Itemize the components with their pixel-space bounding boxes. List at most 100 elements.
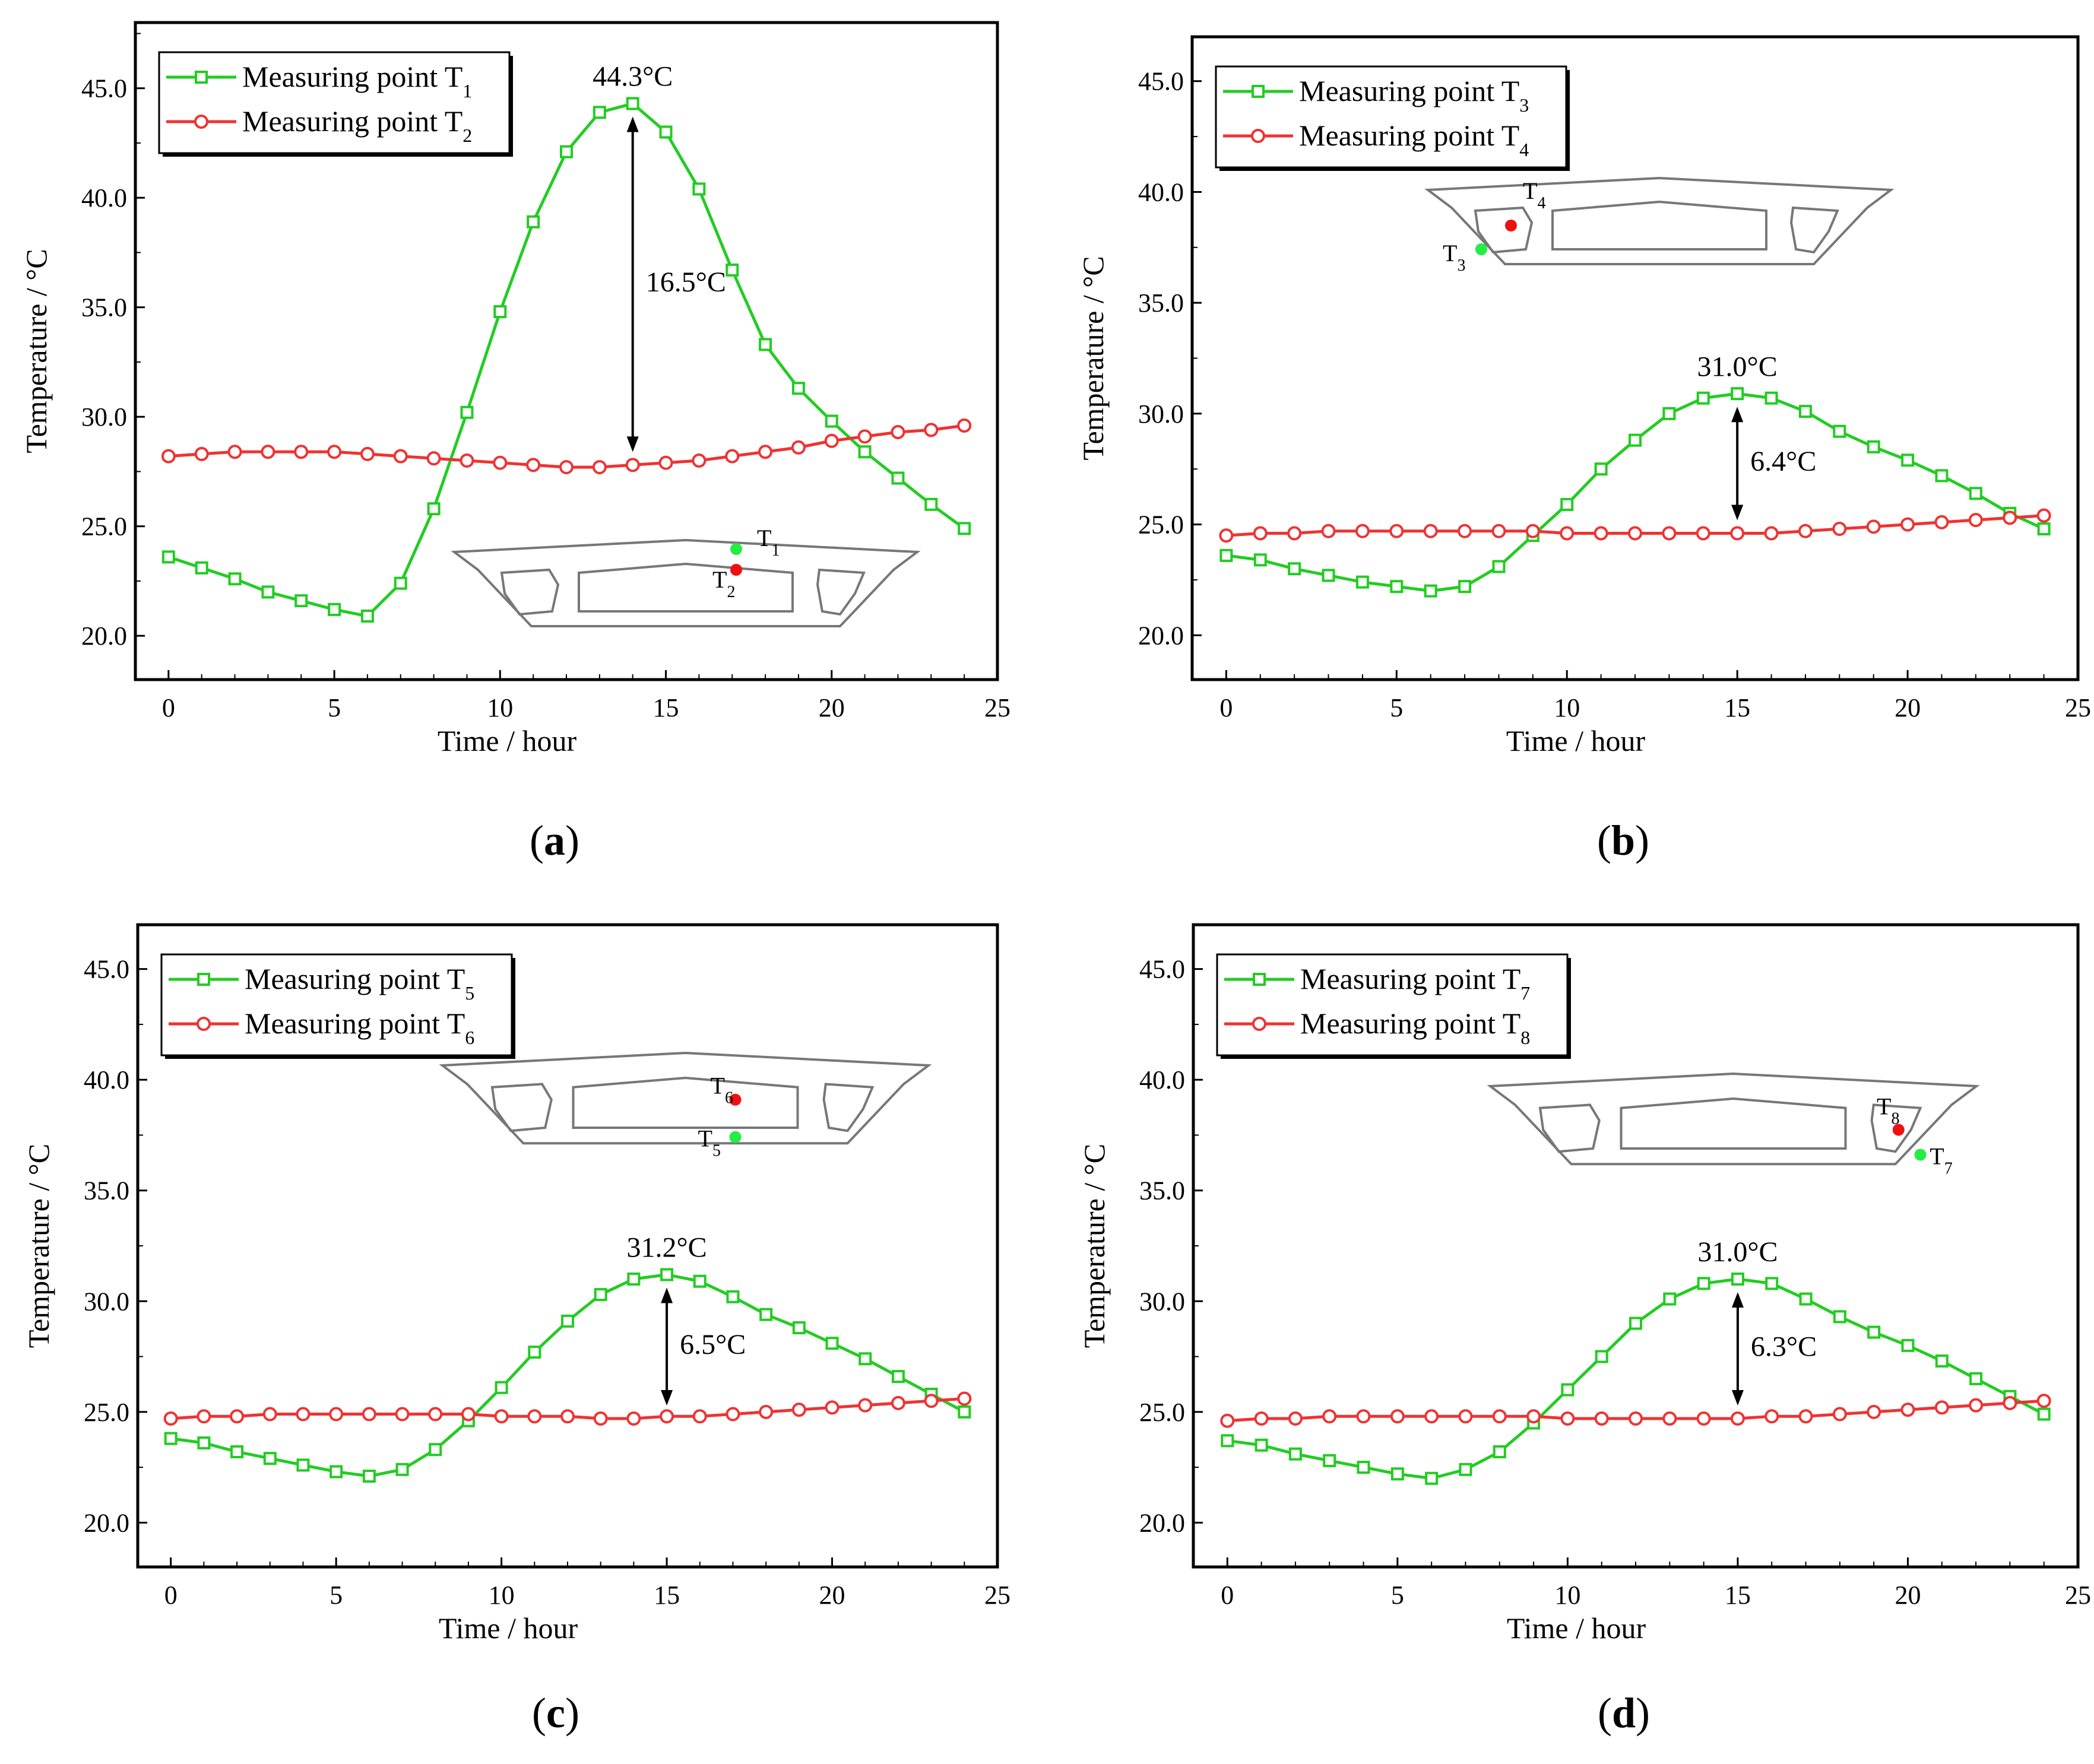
data-point (1594, 462, 1608, 476)
x-tick-label: 10 (1554, 1581, 1580, 1610)
data-point (726, 1290, 740, 1303)
y-tick-label: 30.0 (1138, 399, 1184, 429)
data-point (958, 522, 971, 535)
section-outline (1424, 176, 1895, 265)
chart-panel-d: 0 5 10 15 20 25 20.0 25.0 30.0 35.0 40.0 45.0 Time /… (1078, 923, 2091, 1737)
chart-panel-b: 0 5 10 15 20 25 20.0 25.0 30.0 35.0 40.0 45.0 Time /… (1076, 35, 2091, 864)
data-point (1662, 407, 1676, 420)
data-point (360, 609, 374, 623)
data-point (1629, 1411, 1643, 1426)
data-point (891, 1395, 905, 1410)
data-point (692, 1409, 707, 1424)
data-point (1935, 1354, 1949, 1368)
series-4 (1219, 508, 2051, 543)
data-point (228, 572, 242, 586)
data-point (1867, 1404, 1881, 1419)
y-tick-label: 30.0 (81, 402, 127, 432)
data-point (395, 1407, 410, 1422)
series-7 (1221, 1272, 2051, 1485)
x-tick-label: 25 (2065, 1581, 2091, 1610)
data-point (594, 1288, 607, 1302)
data-point (230, 1409, 245, 1424)
data-point (626, 97, 639, 110)
data-point (161, 449, 176, 464)
data-point (1594, 526, 1608, 541)
series-1 (161, 97, 971, 623)
x-tick-label: 5 (1391, 1581, 1404, 1610)
data-point (1696, 526, 1710, 541)
data-point (1901, 1338, 1915, 1352)
y-tick-label: 45.0 (81, 74, 127, 103)
data-point (195, 561, 208, 575)
section-point-label: T1 (757, 525, 780, 560)
data-point (924, 423, 939, 437)
data-point (1288, 562, 1301, 576)
data-point (428, 1407, 443, 1422)
x-tick-label: 20 (1895, 1581, 1921, 1610)
data-point (1799, 1292, 1813, 1306)
data-point (426, 451, 441, 466)
data-point (461, 1407, 476, 1422)
data-point (1493, 1445, 1506, 1458)
y-tick-label: 25.0 (84, 1398, 129, 1427)
x-tick-label: 0 (162, 693, 175, 722)
section-point-label: T6 (711, 1072, 733, 1107)
data-point (1355, 575, 1369, 589)
data-point (1697, 1277, 1710, 1290)
data-point (1900, 517, 1915, 532)
data-point (1458, 580, 1472, 594)
diff-label: 6.4°C (1750, 446, 1816, 477)
section-cell-2 (1620, 1097, 1847, 1150)
data-point (1458, 1409, 1473, 1424)
data-point (1798, 524, 1813, 538)
y-tick-label: 25.0 (81, 512, 127, 541)
data-point (726, 263, 739, 277)
subfigure-label: (d) (1598, 1689, 1650, 1737)
data-point (891, 471, 905, 485)
data-point (395, 1462, 409, 1476)
x-axis-label: Time / hour (438, 724, 577, 757)
x-axis-label: Time / hour (439, 1611, 578, 1645)
data-point (1731, 387, 1744, 401)
section-point-dot (729, 1093, 742, 1106)
data-point (1662, 526, 1677, 541)
peak-label: 31.2°C (626, 1232, 707, 1264)
x-tick-label: 0 (1221, 1581, 1234, 1610)
series-8 (1220, 1394, 2051, 1428)
data-point (1969, 487, 1982, 500)
subfigure-label: (c) (532, 1689, 579, 1737)
data-point (660, 1268, 674, 1281)
x-tick-label: 15 (1725, 1581, 1751, 1610)
y-tick-label: 35.0 (1138, 288, 1184, 318)
data-point (825, 414, 838, 428)
section-point-dot (730, 564, 742, 576)
x-tick-label: 15 (1724, 693, 1750, 722)
data-point (891, 1370, 905, 1384)
data-point (429, 1443, 442, 1457)
section-point-label: T7 (1930, 1143, 1952, 1178)
data-point (957, 418, 972, 433)
peak-label: 31.0°C (1697, 1236, 1778, 1268)
data-point (1525, 524, 1540, 538)
legend-marker (1252, 1017, 1266, 1031)
y-tick-label: 35.0 (1139, 1176, 1185, 1205)
data-point (1424, 584, 1437, 598)
data-point (1491, 524, 1506, 538)
section-point-dot (1892, 1124, 1905, 1136)
data-point (294, 445, 309, 459)
data-point (1425, 1471, 1439, 1485)
data-point (1356, 1409, 1371, 1424)
legend-marker (197, 1017, 211, 1031)
data-point (858, 445, 872, 459)
data-point (1288, 1411, 1303, 1426)
data-point (328, 602, 341, 616)
data-point (1764, 526, 1779, 541)
legend-marker (1253, 973, 1266, 986)
data-point (825, 1337, 839, 1350)
data-point (427, 502, 441, 516)
data-point (627, 1272, 641, 1286)
data-point (1287, 526, 1302, 541)
data-point (924, 497, 938, 511)
